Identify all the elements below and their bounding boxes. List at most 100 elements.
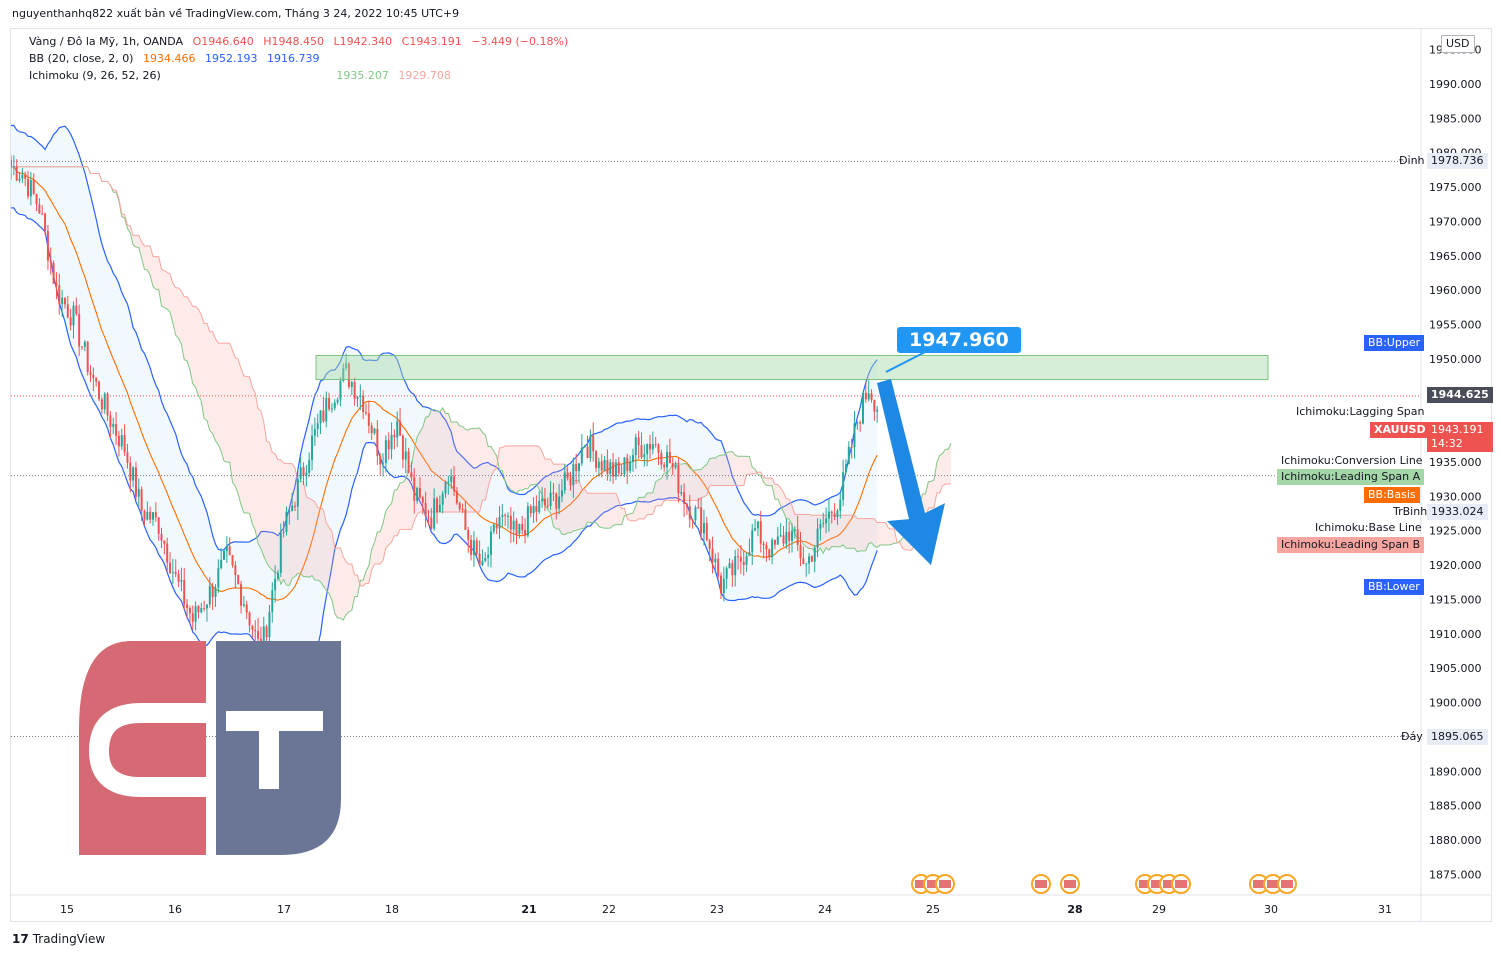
candle-body bbox=[41, 213, 44, 215]
candle-body bbox=[129, 462, 132, 481]
candle-body bbox=[876, 409, 879, 412]
legend-bb-row: BB (20, close, 2, 0) 1934.466 1952.193 1… bbox=[29, 52, 325, 65]
candle-body bbox=[498, 517, 501, 529]
base-line-label: Ichimoku:Base Line bbox=[1315, 521, 1422, 534]
event-flag-icon bbox=[1175, 880, 1187, 888]
candle-body bbox=[600, 461, 603, 471]
candle-body bbox=[242, 604, 245, 606]
candle-body bbox=[177, 573, 180, 582]
y-tick-label: 1875.000 bbox=[1429, 868, 1482, 881]
candle-body bbox=[597, 461, 600, 468]
candle-body bbox=[612, 462, 615, 477]
candle-body bbox=[322, 410, 325, 422]
ct-logo-red-block bbox=[79, 641, 206, 855]
y-tick-label: 1950.000 bbox=[1429, 353, 1482, 366]
candle-body bbox=[671, 463, 674, 468]
legend-symbol: Vàng / Đô la Mỹ, 1h, OANDA bbox=[29, 35, 184, 48]
candle-body bbox=[330, 408, 333, 410]
candle-body bbox=[205, 604, 208, 609]
candle-body bbox=[592, 435, 595, 452]
candle-body bbox=[98, 381, 101, 400]
candle-body bbox=[637, 437, 640, 446]
x-tick-label: 21 bbox=[521, 903, 536, 916]
level-dinh-label: Đỉnh bbox=[1399, 154, 1425, 167]
candle-body bbox=[433, 498, 436, 529]
candle-body bbox=[444, 482, 447, 494]
candle-body bbox=[197, 606, 200, 613]
event-flag-icon bbox=[939, 880, 951, 888]
candle-body bbox=[586, 446, 589, 458]
candle-body bbox=[427, 516, 430, 518]
candle-body bbox=[453, 476, 456, 492]
candle-body bbox=[722, 578, 725, 594]
candle-body bbox=[793, 529, 796, 531]
candle-body bbox=[526, 506, 529, 536]
candle-body bbox=[112, 424, 115, 427]
candle-body bbox=[120, 435, 123, 447]
candle-body bbox=[731, 563, 734, 576]
legend-symbol-row: Vàng / Đô la Mỹ, 1h, OANDA O1946.640 H19… bbox=[29, 35, 574, 48]
candle-body bbox=[683, 492, 686, 504]
candle-body bbox=[802, 558, 805, 564]
candle-body bbox=[677, 464, 680, 494]
candle-body bbox=[481, 560, 484, 566]
current-price-tag: 1943.191 14:32 bbox=[1427, 422, 1493, 452]
y-tick-label: 1920.000 bbox=[1429, 559, 1482, 572]
candle-body bbox=[666, 451, 669, 468]
candle-body bbox=[657, 444, 660, 453]
candle-body bbox=[756, 521, 759, 529]
candle-body bbox=[430, 517, 433, 529]
y-tick-label: 1970.000 bbox=[1429, 215, 1482, 228]
event-flag-icon bbox=[915, 880, 927, 888]
legend-bb-label: BB (20, close, 2, 0) bbox=[29, 52, 134, 65]
candle-body bbox=[660, 452, 663, 465]
currency-badge[interactable]: USD bbox=[1441, 35, 1475, 53]
candle-body bbox=[134, 467, 137, 497]
candle-body bbox=[248, 612, 251, 626]
candle-body bbox=[813, 547, 816, 562]
candle-body bbox=[89, 372, 92, 375]
candle-body bbox=[137, 489, 140, 497]
price-chart[interactable]: 1875.0001880.0001885.0001890.0001895.000… bbox=[11, 29, 1491, 921]
candle-body bbox=[541, 498, 544, 501]
candle-body bbox=[714, 558, 717, 563]
candle-body bbox=[32, 180, 35, 194]
candle-body bbox=[78, 313, 81, 347]
candle-body bbox=[629, 461, 632, 471]
candle-body bbox=[58, 285, 61, 305]
candle-body bbox=[742, 561, 745, 566]
candle-body bbox=[163, 540, 166, 544]
candle-body bbox=[438, 504, 441, 513]
candle-body bbox=[529, 506, 532, 514]
event-flag-icon bbox=[1035, 880, 1047, 888]
candle-body bbox=[555, 493, 558, 509]
candle-body bbox=[680, 492, 683, 494]
candle-body bbox=[103, 393, 106, 410]
candle-body bbox=[754, 528, 757, 531]
candle-body bbox=[609, 462, 612, 474]
candle-body bbox=[708, 540, 711, 549]
candle-body bbox=[257, 631, 260, 639]
candle-body bbox=[347, 363, 350, 387]
resistance-zone bbox=[315, 355, 1269, 380]
candle-body bbox=[822, 523, 825, 525]
candle-body bbox=[771, 539, 774, 558]
x-tick-label: 24 bbox=[818, 903, 832, 916]
price-callout[interactable]: 1947.960 bbox=[897, 327, 1021, 353]
candle-body bbox=[265, 626, 268, 638]
candle-body bbox=[532, 505, 535, 514]
chart-frame[interactable]: 1875.0001880.0001885.0001890.0001895.000… bbox=[10, 28, 1493, 922]
candle-body bbox=[862, 392, 864, 424]
candle-body bbox=[799, 544, 802, 559]
candle-body bbox=[450, 476, 453, 482]
candle-body bbox=[552, 492, 555, 494]
tradingview-footer[interactable]: 17 TradingView bbox=[12, 932, 105, 946]
legend-bb-basis: 1934.466 bbox=[142, 52, 196, 65]
last-price-label: 1944.625 bbox=[1427, 387, 1493, 403]
candle-body bbox=[407, 451, 410, 473]
candle-body bbox=[546, 505, 549, 507]
candle-body bbox=[370, 425, 373, 434]
candle-body bbox=[524, 530, 527, 536]
candle-body bbox=[152, 512, 154, 520]
bb-basis-label: BB:Basis bbox=[1364, 487, 1420, 503]
